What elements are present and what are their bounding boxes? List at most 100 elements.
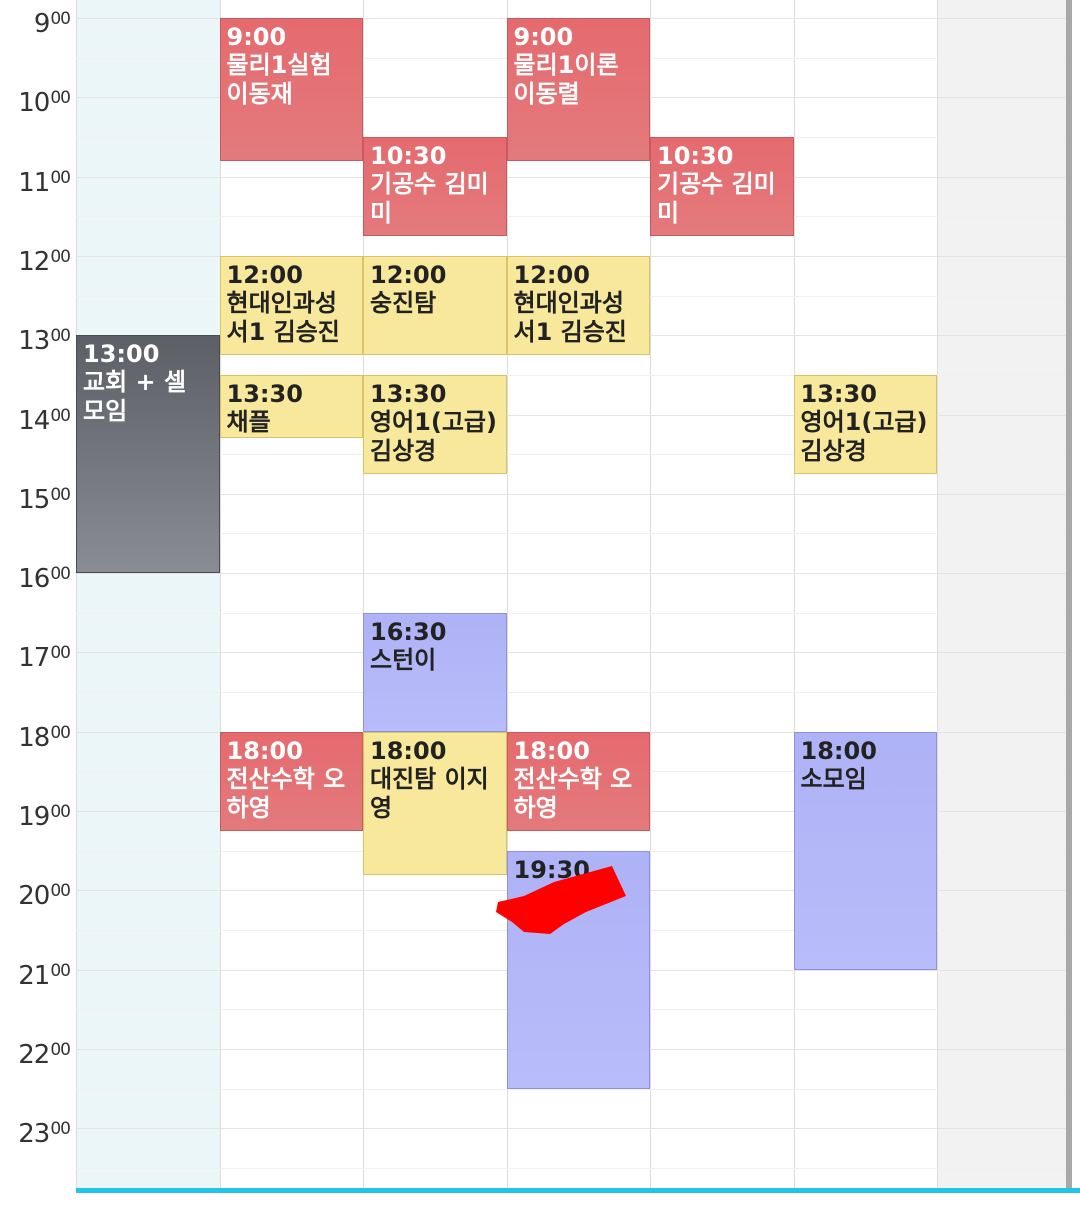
event-block[interactable]: 18:00 대진탐 이지영: [363, 732, 507, 875]
hour-label-minutes: 00: [50, 881, 71, 901]
hour-label: 1400: [0, 401, 71, 441]
event-block[interactable]: 9:00 물리1이론 이동렬: [506, 18, 650, 161]
hour-label-hour: 21: [18, 961, 50, 991]
event-title: 기공수 김미미: [370, 170, 489, 227]
day-column[interactable]: [219, 0, 363, 1190]
event-block[interactable]: 12:00 현대인과성서1 김승진: [219, 256, 363, 355]
event-time: 18:00: [800, 737, 877, 765]
event-title: 전산수학 오하영: [513, 765, 633, 822]
event-time: 13:00: [83, 340, 160, 368]
event-time: 13:30: [370, 380, 447, 408]
hour-label-minutes: 00: [50, 961, 71, 981]
hour-label-hour: 18: [18, 723, 50, 753]
hour-gridline: [76, 177, 1066, 178]
event-time: 10:30: [370, 142, 447, 170]
event-block[interactable]: 13:30 영어1(고급) 김상경: [363, 375, 507, 474]
hour-label: 2200: [0, 1035, 71, 1075]
event-title: 교회 + 셀 모임: [83, 368, 187, 425]
event-title: 소모임: [800, 765, 867, 793]
hour-label-hour: 9: [33, 9, 51, 39]
day-column[interactable]: [76, 0, 220, 1190]
event-time: 9:00: [513, 23, 574, 51]
half-hour-gridline: [76, 454, 1066, 455]
hour-label-hour: 20: [18, 881, 50, 911]
hour-label-hour: 19: [18, 802, 50, 832]
hour-label: 1200: [0, 242, 71, 282]
event-title: 기공수 김미미: [657, 170, 776, 227]
hour-label: 1600: [0, 559, 71, 599]
event-title: 현대인과성서1 김승진: [513, 289, 627, 346]
hour-label: 1800: [0, 718, 71, 758]
hour-label-hour: 16: [18, 564, 50, 594]
event-time: 12:00: [513, 261, 590, 289]
event-title: 전산수학 오하영: [226, 765, 346, 822]
event-block[interactable]: 10:30 기공수 김미미: [650, 137, 794, 236]
event-title: 영어1(고급) 김상경: [370, 408, 497, 465]
hour-label: 1500: [0, 480, 71, 520]
hour-label: 2100: [0, 956, 71, 996]
event-title: 물리1이론 이동렬: [513, 51, 619, 108]
event-title: 영어1(고급) 김상경: [800, 408, 928, 465]
event-block[interactable]: 13:30 영어1(고급) 김상경: [793, 375, 937, 474]
hour-label-hour: 10: [18, 88, 50, 118]
event-title: 현대인과성서1 김승진: [226, 289, 340, 346]
hour-label-minutes: 00: [50, 326, 71, 346]
event-time: 12:00: [226, 261, 303, 289]
event-block[interactable]: 18:00 전산수학 오하영: [506, 732, 650, 831]
day-column[interactable]: [793, 0, 937, 1190]
hour-label-hour: 12: [18, 247, 50, 277]
event-title: 스턴이: [370, 646, 437, 674]
scrollbar[interactable]: [1066, 0, 1072, 1190]
event-block[interactable]: 13:30 채플: [219, 375, 363, 438]
hour-label-minutes: 00: [50, 485, 71, 505]
event-block[interactable]: 13:00 교회 + 셀 모임: [76, 335, 220, 573]
event-time: 13:30: [800, 380, 877, 408]
half-hour-gridline: [76, 533, 1066, 534]
event-title: 대진탐 이지영: [370, 765, 489, 822]
hour-label: 1300: [0, 321, 71, 361]
hour-label-hour: 17: [18, 643, 50, 673]
event-block[interactable]: 18:00 전산수학 오하영: [219, 732, 363, 831]
hour-label: 2300: [0, 1114, 71, 1154]
hour-gridline: [76, 652, 1066, 653]
event-block[interactable]: 12:00 숭진탐: [363, 256, 507, 355]
event-block[interactable]: 10:30 기공수 김미미: [363, 137, 507, 236]
event-block[interactable]: 9:00 물리1실험 이동재: [219, 18, 363, 161]
hour-label: 900: [0, 4, 71, 44]
hour-gridline: [76, 1128, 1066, 1129]
half-hour-gridline: [76, 1168, 1066, 1169]
half-hour-gridline: [76, 1089, 1066, 1090]
hour-label-minutes: 00: [50, 643, 71, 663]
half-hour-gridline: [76, 216, 1066, 217]
hour-label: 1100: [0, 163, 71, 203]
day-column[interactable]: [937, 0, 1066, 1190]
event-time: 18:00: [370, 737, 447, 765]
event-title: 물리1실험 이동재: [226, 51, 332, 108]
half-hour-gridline: [76, 692, 1066, 693]
hour-label-minutes: 00: [50, 247, 71, 267]
hour-label-hour: 13: [18, 326, 50, 356]
hour-label-minutes: 00: [50, 406, 71, 426]
hour-label-hour: 11: [18, 168, 50, 198]
hour-label-hour: 14: [18, 406, 50, 436]
event-time: 13:30: [226, 380, 303, 408]
event-time: 16:30: [370, 618, 447, 646]
hour-label: 2000: [0, 876, 71, 916]
hour-label: 1000: [0, 83, 71, 123]
half-hour-gridline: [76, 375, 1066, 376]
event-block[interactable]: 16:30 스턴이: [363, 613, 507, 732]
event-time: 10:30: [657, 142, 734, 170]
time-gutter: 900 1000 1100 1200 1300 1400 1500 1600 1700 1800 1…: [0, 0, 76, 1205]
half-hour-gridline: [76, 613, 1066, 614]
current-time-bar: [76, 1188, 1080, 1193]
event-block[interactable]: 18:00 소모임: [793, 732, 937, 970]
event-title: 채플: [226, 408, 271, 436]
hour-gridline: [76, 494, 1066, 495]
hour-label-hour: 22: [18, 1040, 50, 1070]
event-block[interactable]: 12:00 현대인과성서1 김승진: [506, 256, 650, 355]
hour-label: 1700: [0, 638, 71, 678]
hour-label-minutes: 00: [50, 723, 71, 743]
event-title: 숭진탐: [370, 289, 437, 317]
event-time: 18:00: [513, 737, 590, 765]
event-time: 9:00: [226, 23, 287, 51]
